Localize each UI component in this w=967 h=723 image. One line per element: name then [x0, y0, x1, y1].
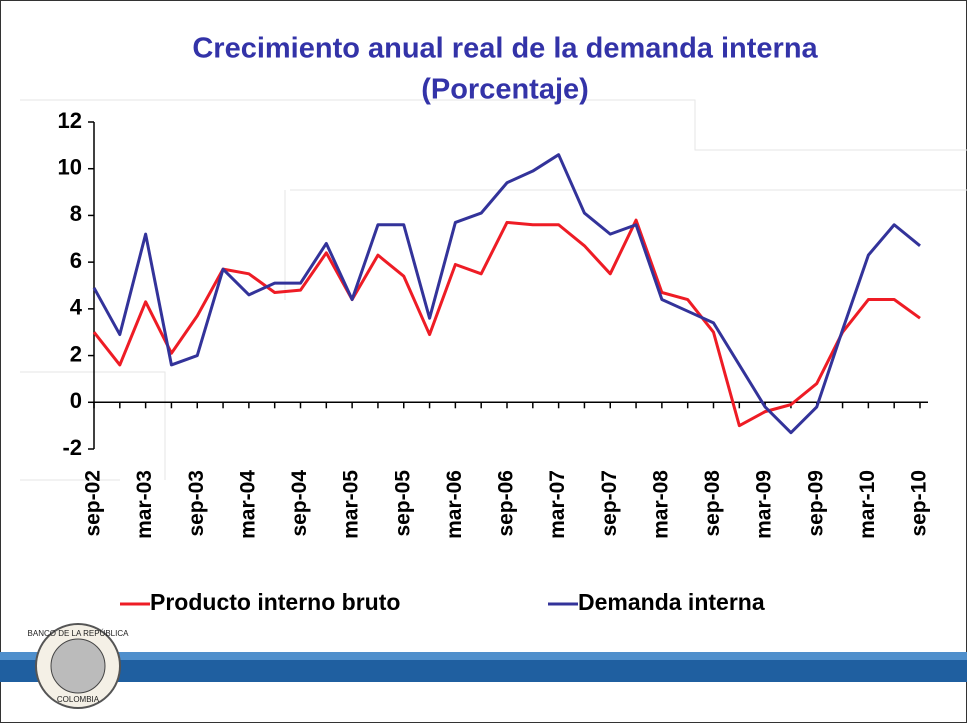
x-tick-label: sep-02: [82, 470, 105, 537]
y-tick-label: 4: [70, 295, 83, 320]
background-lines: [20, 99, 967, 481]
x-tick-label: sep-09: [804, 470, 827, 537]
chart-subtitle: (Porcentaje): [421, 74, 589, 106]
x-tick-label: mar-09: [753, 470, 776, 539]
x-tick-label: sep-10: [908, 470, 931, 537]
x-tick-label: mar-03: [133, 470, 156, 539]
y-tick-label: 6: [70, 248, 82, 273]
series-line: [92, 218, 921, 428]
chart-title: Crecimiento anual real de la demanda int…: [192, 33, 818, 65]
x-tick-label: mar-08: [649, 470, 672, 539]
y-tick-label: 12: [58, 108, 82, 133]
y-tick-label: 0: [70, 388, 82, 413]
logo-center: [50, 638, 106, 694]
footer-highlight: [0, 652, 967, 660]
legend-label: Producto interno bruto: [150, 589, 400, 615]
x-tick-label: sep-03: [185, 470, 208, 537]
x-tick-label: mar-07: [546, 470, 569, 539]
x-tick-label: sep-06: [495, 470, 518, 537]
x-tick-label: mar-04: [236, 470, 259, 539]
x-tick-label: mar-10: [856, 470, 879, 539]
series-line: [92, 153, 921, 435]
y-tick-label: 10: [58, 155, 82, 180]
y-tick-label: 8: [70, 201, 82, 226]
x-tick-label: sep-07: [598, 470, 621, 537]
x-tick-label: sep-04: [288, 470, 311, 537]
legend-label: Demanda interna: [578, 589, 765, 615]
logo: BANCO DE LA REPÚBLICA COLOMBIA: [28, 623, 130, 709]
x-tick-label: sep-05: [391, 470, 414, 537]
x-tick-label: mar-05: [340, 470, 363, 539]
logo-bottom: COLOMBIA: [57, 695, 100, 704]
logo-top: BANCO DE LA REPÚBLICA: [28, 629, 130, 638]
y-tick-label: -2: [62, 435, 82, 460]
x-tick-label: mar-06: [443, 470, 466, 539]
y-tick-label: 2: [70, 341, 82, 366]
x-tick-label: sep-08: [701, 470, 724, 537]
